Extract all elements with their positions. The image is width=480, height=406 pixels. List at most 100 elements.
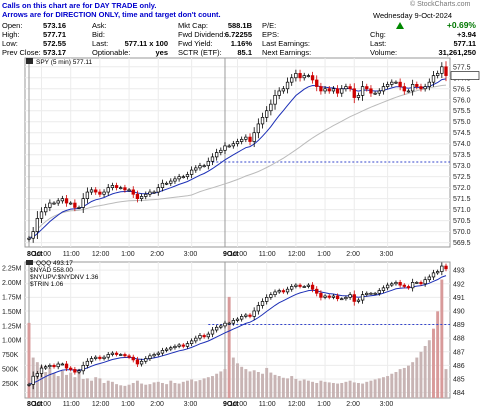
qqq-candle [169, 347, 173, 350]
spy-candle [56, 200, 60, 204]
pe-label: P/E: [262, 21, 277, 30]
optionable-value: yes [155, 48, 168, 57]
spy-candle [248, 136, 252, 142]
nextearn-label: Next Earnings: [262, 48, 312, 57]
spy-candle [381, 86, 386, 92]
qqq-candle [177, 344, 181, 347]
volume-bar [319, 380, 323, 398]
volume-bar [198, 380, 202, 398]
qqq-candle [152, 354, 156, 357]
qqq-candle [410, 282, 415, 289]
spy-y-tick: 571.0 [453, 207, 471, 214]
spy-candle [348, 86, 352, 90]
volume-bar [73, 377, 77, 398]
prevclose-value: 573.17 [43, 48, 66, 57]
qqq-y-tick: 493 [453, 268, 465, 275]
spy-candle [52, 202, 56, 205]
volume-bar [223, 369, 227, 398]
x-tick: 3:00 [184, 401, 198, 406]
qqq-candle [102, 356, 106, 359]
volume-bar [65, 374, 68, 398]
qqq-candle [265, 297, 269, 302]
spy-candle [135, 193, 140, 200]
volume-bar [206, 377, 210, 398]
qqq-candle [323, 295, 327, 298]
volume-y-tick: 2.00M [2, 280, 22, 287]
volume-bar [35, 362, 39, 398]
fwddiv-label: Fwd Dividend: [178, 30, 226, 39]
spy-candle [110, 185, 115, 189]
spy-y-tick: 570.0 [453, 229, 471, 236]
spy-candle [144, 193, 148, 197]
spy-candle [315, 79, 319, 87]
qqq-candle [81, 365, 85, 372]
quote-header: Calls on this chart are for DAY TRADE on… [0, 0, 480, 60]
qqq-candle [223, 322, 227, 327]
spy-candle [60, 198, 65, 202]
qqq-legend-swatch [26, 260, 33, 265]
qqq-candle [35, 373, 40, 377]
qqq-candle [114, 352, 119, 355]
qqq-candle [89, 358, 94, 362]
volume-bar [60, 370, 64, 398]
qqq-candle [335, 295, 340, 300]
qqq-candle [248, 314, 252, 317]
qqq-candle [415, 282, 419, 284]
volume-bar [331, 382, 335, 398]
spy-candle [285, 81, 290, 90]
volume-y-tick: 500K [2, 367, 19, 374]
spy-candle [227, 145, 231, 148]
x-tick: 11:00 [63, 251, 80, 258]
sctr-label: SCTR (ETF): [178, 48, 222, 57]
spy-y-tick: 569.5 [453, 240, 471, 247]
volume-bar [290, 376, 294, 398]
spy-y-tick: 571.5 [453, 196, 471, 203]
spy-candle [273, 95, 277, 105]
qqq-candle [164, 348, 169, 351]
spy-candle [119, 187, 123, 190]
spy-candle [390, 81, 394, 85]
volume-bar [106, 380, 110, 398]
volume-y-tick: 1.00M [2, 338, 22, 345]
volume-bar [56, 376, 60, 398]
spy-candle [48, 202, 52, 208]
spy-candle [27, 237, 31, 240]
volume-bar [265, 367, 269, 398]
volume-bar [110, 381, 114, 398]
spy-candle [310, 75, 315, 81]
qqq-candle [135, 359, 140, 365]
volume-bar [190, 379, 194, 398]
low-value: 572.55 [43, 39, 66, 48]
qqq-candle [385, 284, 390, 289]
volume-bar [407, 365, 410, 398]
volume-bar [361, 383, 365, 398]
qqq-candle [290, 286, 294, 290]
x-tick: 11:00 [259, 401, 276, 406]
qqq-candle [302, 286, 306, 288]
qqq-candle [444, 265, 448, 270]
qqq-candle [227, 322, 231, 325]
qqq-candle [235, 318, 240, 321]
qqq-candle [27, 384, 31, 386]
spy-candle [356, 95, 361, 98]
qqq-y-tick: 490 [453, 308, 465, 315]
qqq-y-tick: 492 [453, 281, 465, 288]
qqq-candle [231, 320, 235, 324]
spy-candle [81, 198, 85, 208]
low-label: Low: [2, 39, 18, 48]
spy-candle [323, 88, 327, 92]
spy-last-price-marker [450, 71, 480, 80]
volume-bar [252, 370, 256, 398]
chg-label: Chg: [370, 30, 386, 39]
x-tick: 3:00 [380, 401, 394, 406]
qqq-candle [260, 301, 265, 306]
volume-bar [127, 384, 131, 398]
volume-bar [194, 381, 198, 398]
volume-bar [344, 381, 348, 398]
spy-candle [402, 86, 406, 92]
x-tick: 11:00 [259, 251, 276, 258]
qqq-candle [390, 283, 394, 286]
spy-candle [181, 176, 185, 179]
note-line-1: Calls on this chart are for DAY TRADE on… [2, 1, 157, 10]
qqq-candle [252, 310, 256, 317]
